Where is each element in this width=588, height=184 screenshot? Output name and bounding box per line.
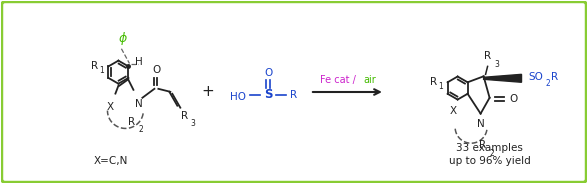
FancyBboxPatch shape [2,2,586,182]
Text: X: X [107,102,114,112]
Text: ϕ: ϕ [118,32,126,45]
Text: 2: 2 [138,125,143,134]
Text: +: + [202,84,215,100]
Polygon shape [483,74,522,82]
Text: X: X [450,107,457,116]
Text: air: air [363,75,376,85]
Text: 33 examples: 33 examples [456,143,523,153]
Text: SO: SO [528,72,543,82]
Text: 1: 1 [438,82,443,91]
Text: Fe cat /: Fe cat / [320,75,359,85]
Text: 2: 2 [545,79,550,88]
Text: 3: 3 [494,60,499,69]
Text: X=C,N: X=C,N [93,156,128,167]
Text: HO: HO [230,92,246,102]
Text: H: H [135,57,142,67]
Text: R: R [181,111,188,121]
Text: 1: 1 [99,66,104,75]
Text: up to 96% yield: up to 96% yield [449,156,530,167]
Text: R: R [128,117,135,127]
Text: S: S [264,89,272,102]
Text: O: O [509,94,517,104]
Text: R: R [484,52,491,61]
Text: 3: 3 [191,119,196,128]
Text: O: O [152,65,161,75]
Text: O: O [264,68,272,78]
Text: N: N [135,99,142,109]
Text: R: R [551,72,558,82]
Text: R: R [430,77,437,87]
Text: R: R [91,61,98,71]
Text: R: R [479,140,486,150]
Text: N: N [477,118,485,129]
Text: 2: 2 [489,149,494,158]
Text: R: R [290,90,298,100]
